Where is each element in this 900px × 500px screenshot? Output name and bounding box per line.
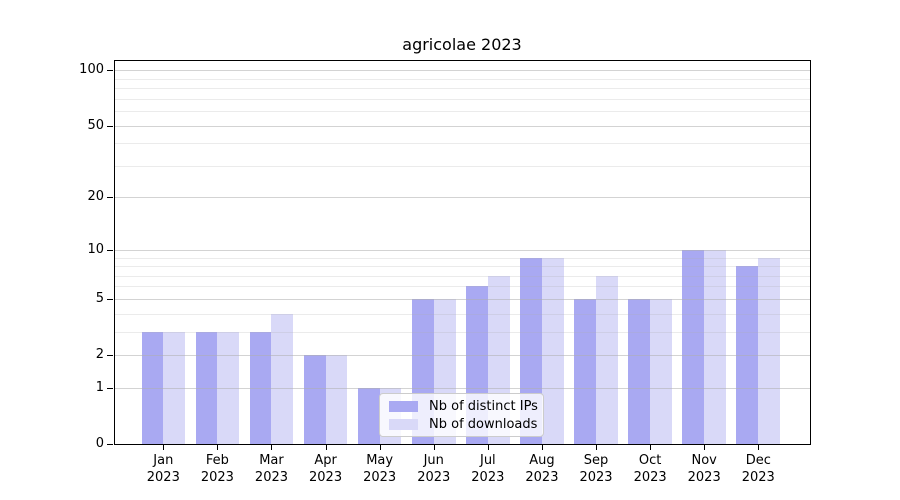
x-tick-label-apr: Apr 2023 xyxy=(309,453,343,485)
gridline-y-80 xyxy=(114,88,810,90)
x-tick-label-sep: Sep 2023 xyxy=(579,453,613,485)
x-tick-sep xyxy=(596,444,598,450)
x-tick-jun xyxy=(433,444,435,450)
y-tick-0 xyxy=(107,444,113,445)
bar-downloads-dec xyxy=(758,257,781,444)
x-tick-apr xyxy=(325,444,327,450)
bar-downloads-oct xyxy=(650,298,672,444)
x-tick-jul xyxy=(487,444,489,450)
x-tick-label-dec: Dec 2023 xyxy=(741,453,775,485)
gridline-y-70 xyxy=(114,98,810,100)
legend-swatch-distinct-ips xyxy=(389,400,418,412)
bar-downloads-apr xyxy=(325,355,348,444)
gridline-y-4 xyxy=(114,313,810,315)
chart-title: agricolae 2023 xyxy=(402,35,522,54)
bar-downloads-aug xyxy=(541,257,564,444)
gridline-y-20 xyxy=(114,197,810,199)
y-tick-label-2: 2 xyxy=(95,347,104,363)
y-tick-label-5: 5 xyxy=(95,290,104,306)
x-tick-label-may: May 2023 xyxy=(363,453,397,485)
gridline-y-7 xyxy=(114,275,810,277)
bar-downloads-sep xyxy=(596,275,618,444)
y-tick-5 xyxy=(107,298,113,300)
gridline-y-3 xyxy=(114,331,810,333)
x-tick-label-oct: Oct 2023 xyxy=(633,453,667,485)
bar-distinct-ips-nov xyxy=(682,249,705,444)
gridline-y-40 xyxy=(114,143,810,145)
gridline-y-1 xyxy=(114,387,810,389)
legend: Nb of distinct IPs Nb of downloads xyxy=(379,393,544,437)
gridline-y-10 xyxy=(114,249,810,251)
y-tick-label-0: 0 xyxy=(95,436,104,451)
legend-swatch-downloads xyxy=(389,418,418,430)
bar-downloads-nov xyxy=(704,249,726,444)
x-tick-label-jan: Jan 2023 xyxy=(146,453,180,485)
y-tick-1 xyxy=(107,387,113,389)
x-tick-label-feb: Feb 2023 xyxy=(200,453,234,485)
x-tick-oct xyxy=(650,444,652,450)
x-tick-feb xyxy=(217,444,219,450)
gridline-y-9 xyxy=(114,257,810,259)
x-tick-aug xyxy=(541,444,543,450)
gridline-y-6 xyxy=(114,286,810,288)
y-tick-label-50: 50 xyxy=(87,117,104,133)
bar-distinct-ips-may xyxy=(357,387,380,444)
x-tick-label-jun: Jun 2023 xyxy=(417,453,451,485)
x-tick-nov xyxy=(704,444,706,450)
x-tick-label-jul: Jul 2023 xyxy=(471,453,505,485)
y-tick-label-100: 100 xyxy=(79,62,104,78)
y-tick-label-10: 10 xyxy=(87,241,104,257)
legend-item-distinct-ips: Nb of distinct IPs xyxy=(386,397,538,415)
bar-downloads-mar xyxy=(271,313,294,444)
bar-distinct-ips-oct xyxy=(628,298,651,444)
x-tick-mar xyxy=(271,444,273,450)
legend-label-downloads: Nb of downloads xyxy=(429,416,538,432)
x-tick-label-nov: Nov 2023 xyxy=(687,453,721,485)
x-tick-jan xyxy=(163,444,165,450)
gridline-y-30 xyxy=(114,165,810,167)
x-tick-dec xyxy=(758,444,760,450)
gridline-y-5 xyxy=(114,298,810,300)
gridline-y-50 xyxy=(114,125,810,127)
y-tick-100 xyxy=(107,70,113,72)
gridline-y-2 xyxy=(114,355,810,357)
x-tick-may xyxy=(379,444,381,450)
gridline-y-90 xyxy=(114,78,810,80)
y-tick-20 xyxy=(107,197,113,199)
y-tick-50 xyxy=(107,125,113,127)
x-tick-label-aug: Aug 2023 xyxy=(525,453,559,485)
y-tick-2 xyxy=(107,355,113,357)
bar-distinct-ips-sep xyxy=(574,298,597,444)
y-tick-10 xyxy=(107,249,113,251)
gridline-y-60 xyxy=(114,111,810,113)
legend-item-downloads: Nb of downloads xyxy=(386,415,537,433)
gridline-y-100 xyxy=(114,70,810,72)
bar-distinct-ips-apr xyxy=(303,355,326,444)
legend-label-distinct-ips: Nb of distinct IPs xyxy=(429,398,538,414)
y-tick-label-1: 1 xyxy=(95,379,104,395)
x-tick-label-mar: Mar 2023 xyxy=(254,453,289,485)
y-tick-label-20: 20 xyxy=(87,189,104,205)
gridline-y-8 xyxy=(114,266,810,268)
